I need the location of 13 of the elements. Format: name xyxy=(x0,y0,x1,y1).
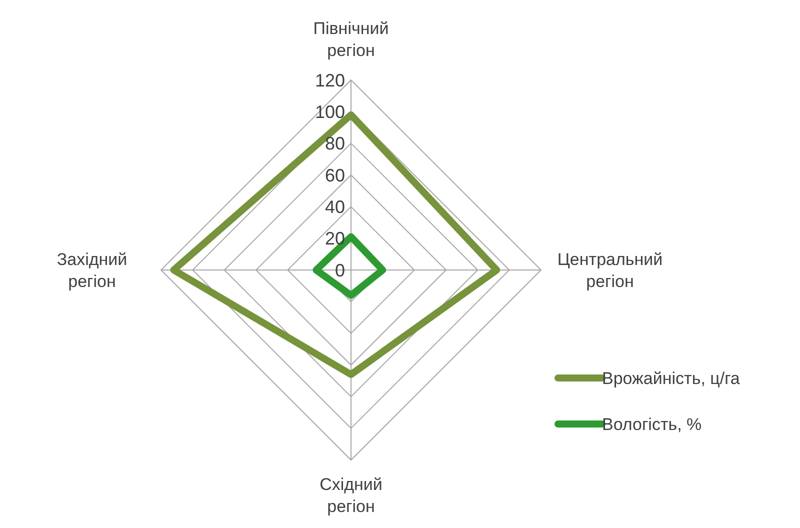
spoke-label: Західний регіон xyxy=(56,250,128,291)
y-tick-label: 0 xyxy=(334,260,345,280)
y-tick-label: 120 xyxy=(314,70,345,90)
y-tick-label: 80 xyxy=(324,134,345,154)
spoke-label: Центральний регіон xyxy=(557,250,663,291)
y-tick-label: 60 xyxy=(324,165,345,186)
spoke-label: Східний регіон xyxy=(320,475,382,516)
y-tick-label: 20 xyxy=(324,228,345,249)
spoke-label: Північний регіон xyxy=(313,19,389,60)
y-tick-label: 100 xyxy=(314,102,345,122)
legend-label: Вологість, % xyxy=(602,414,702,434)
legend-label: Врожайність, ц/га xyxy=(602,368,740,388)
y-tick-label: 40 xyxy=(324,196,345,217)
